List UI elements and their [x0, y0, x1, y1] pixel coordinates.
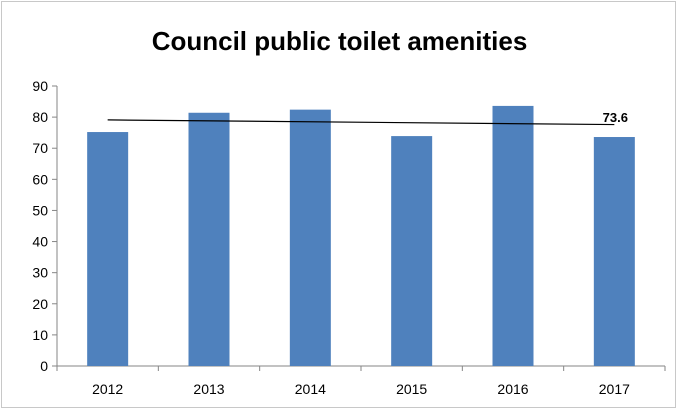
- data-labels: 73.6: [603, 110, 628, 125]
- bar: [593, 137, 635, 366]
- x-axis: 2012 2013 2014 2015 2016 2017: [56, 365, 666, 397]
- x-tick-label: 2012: [92, 381, 123, 397]
- x-tick-label: 2014: [295, 381, 326, 397]
- y-tick-label: 30: [32, 265, 48, 281]
- x-tick-label: 2013: [193, 381, 224, 397]
- y-tick-label: 70: [32, 140, 48, 156]
- x-tick-label: 2015: [396, 381, 427, 397]
- chart-title: Council public toilet amenities: [151, 26, 528, 56]
- bar: [87, 132, 129, 366]
- y-tick-label: 50: [32, 202, 48, 218]
- bars: [87, 105, 635, 367]
- x-tick-label: 2016: [497, 381, 528, 397]
- y-tick-label: 20: [32, 296, 48, 312]
- data-label: 73.6: [603, 110, 628, 125]
- bar: [188, 112, 230, 366]
- y-tick-label: 60: [32, 171, 48, 187]
- bar: [492, 105, 534, 367]
- y-axis: 0 10 20 30 40 50 60 70 80 90: [32, 78, 58, 374]
- trendline: [107, 119, 615, 126]
- y-tick-label: 40: [32, 234, 48, 250]
- y-tick-label: 10: [32, 327, 48, 343]
- y-tick-label: 90: [32, 78, 48, 94]
- x-tick-label: 2017: [599, 381, 630, 397]
- bar: [289, 109, 331, 367]
- y-tick-label: 0: [40, 358, 48, 374]
- bar: [391, 136, 433, 366]
- trendline-line: [107, 119, 615, 126]
- y-tick-label: 80: [32, 109, 48, 125]
